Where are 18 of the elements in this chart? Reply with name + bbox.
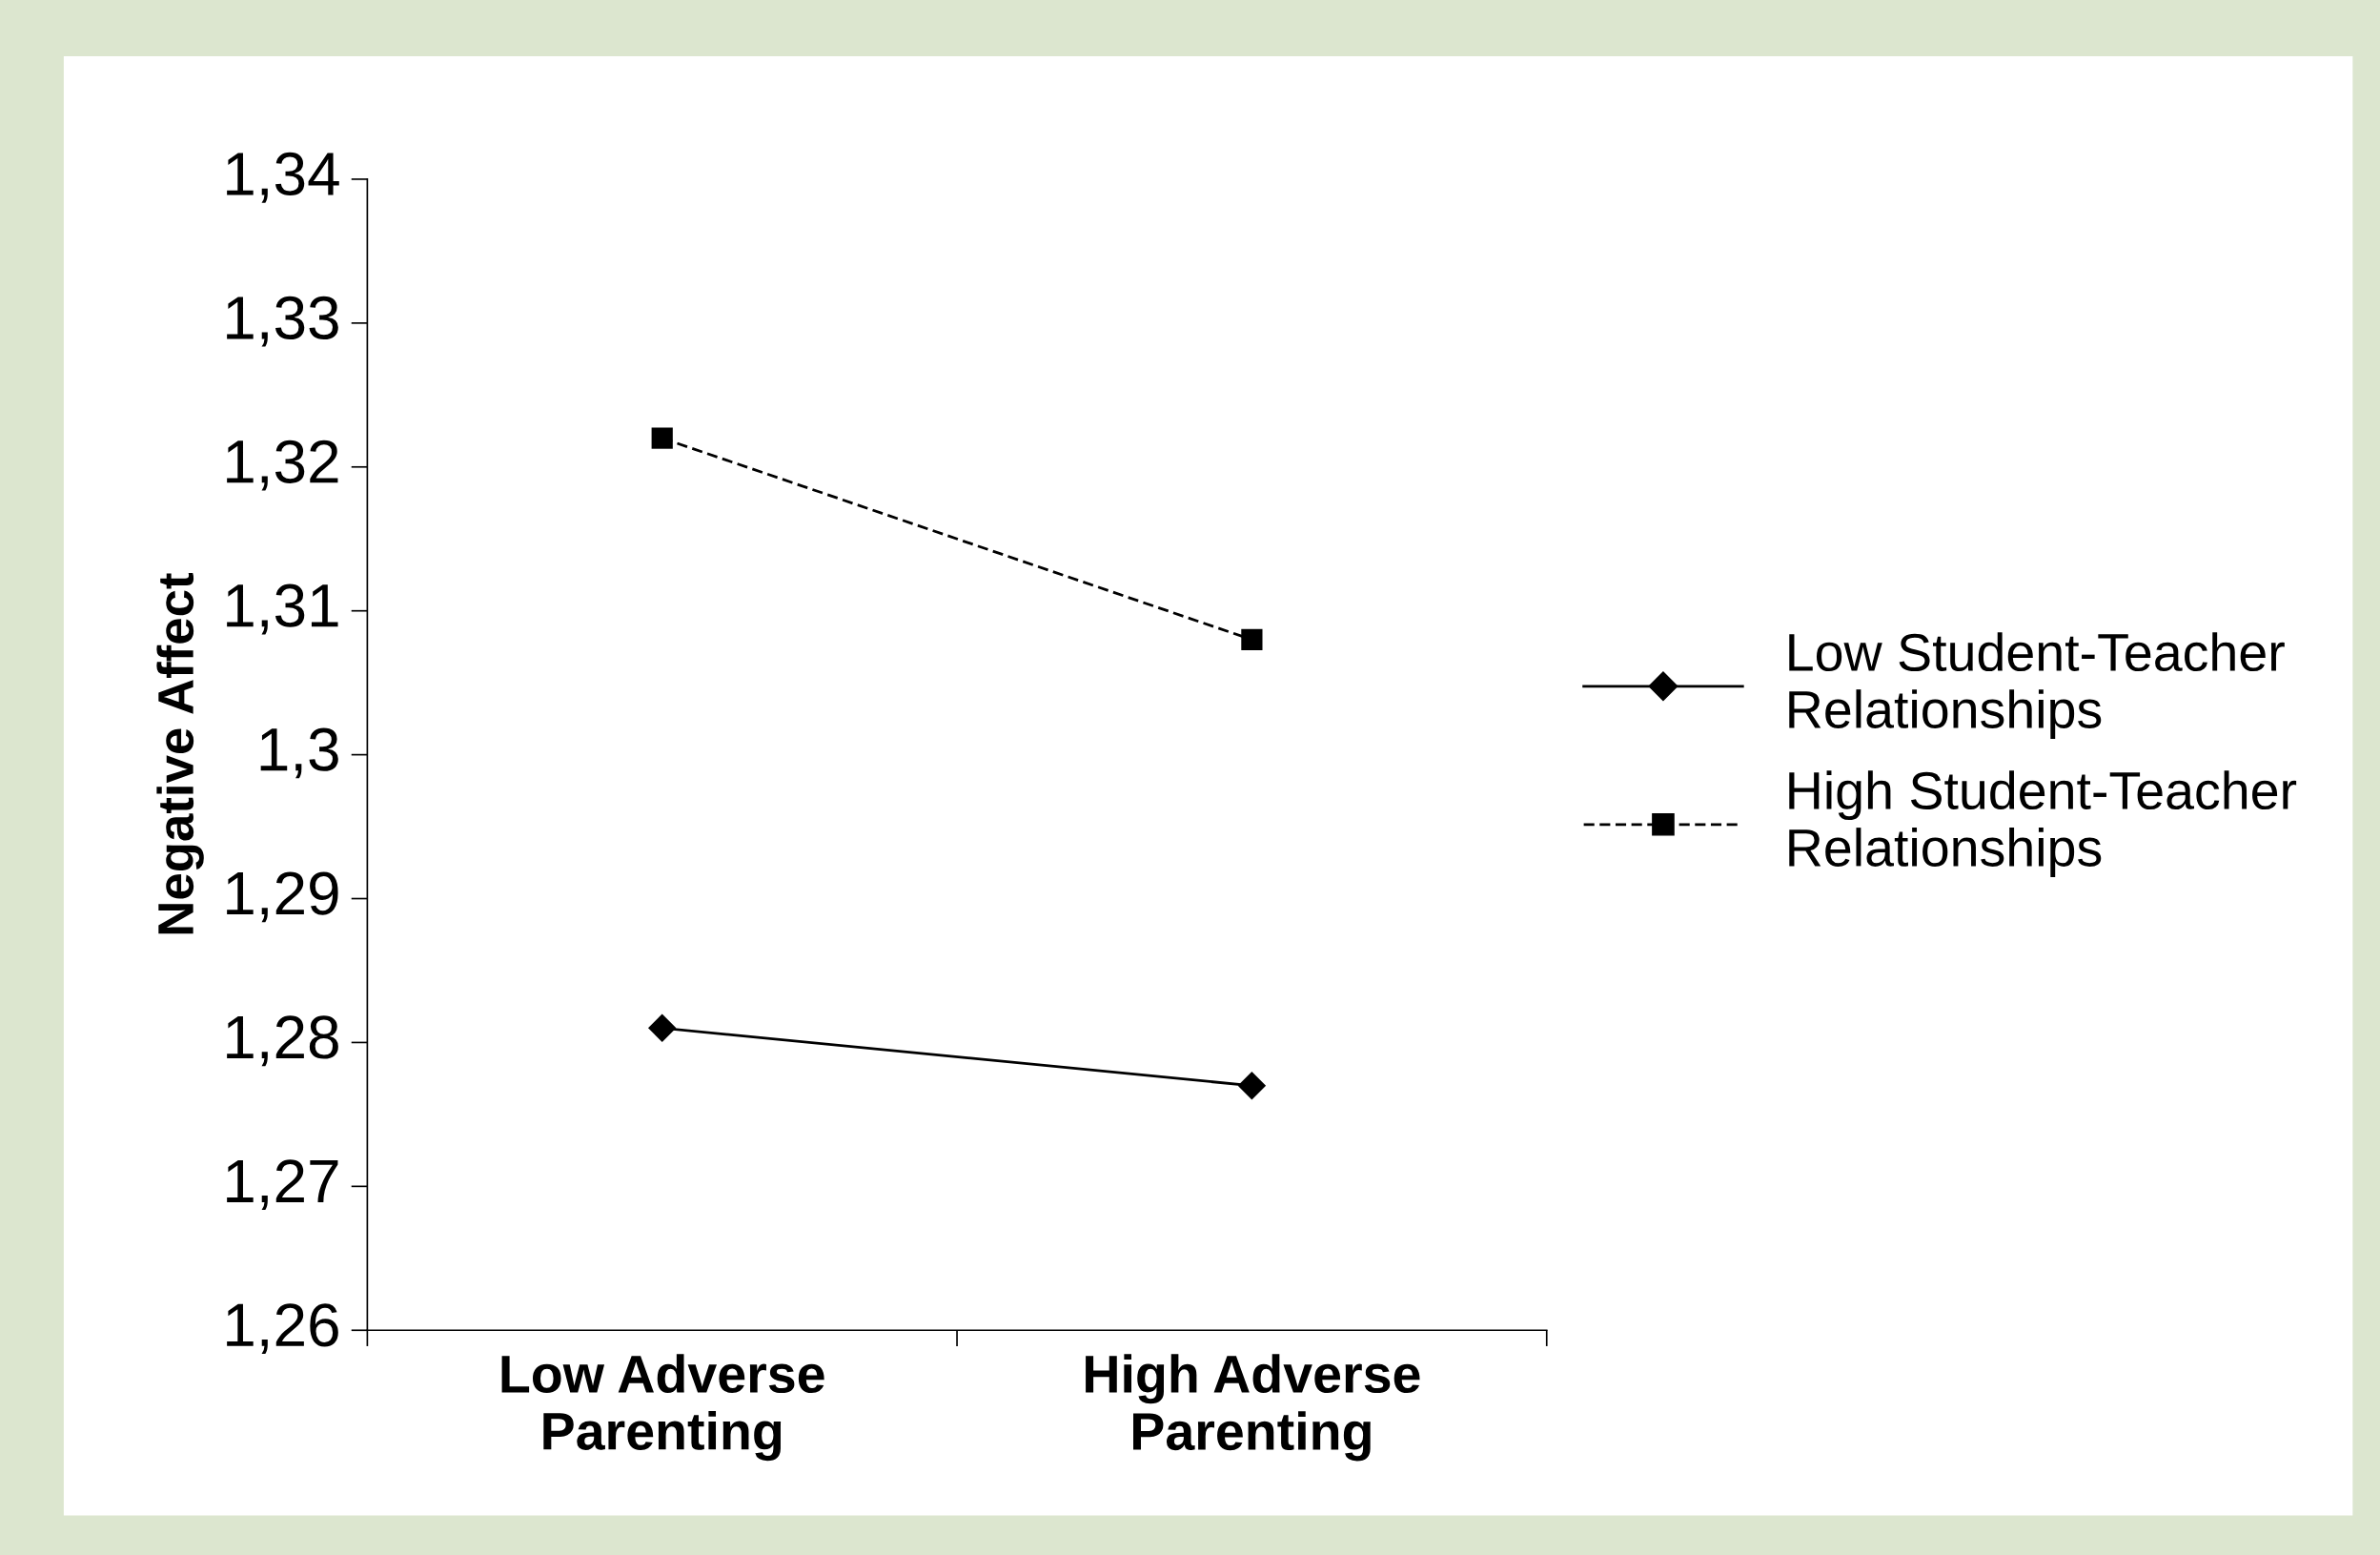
point: [1241, 628, 1263, 650]
y-tick-label: 1,26: [227, 1303, 338, 1354]
y-tick-label: 1,31: [227, 583, 338, 635]
x-tick-label: Low Adverse Parenting: [501, 1354, 824, 1462]
point: [651, 427, 673, 449]
y-tick-label: 1,34: [227, 152, 339, 203]
x-tick-label: High Adverse Parenting: [1086, 1354, 1420, 1462]
y-axis-title: Negative Affect: [156, 573, 204, 934]
legend-label: High Student-Teacher Relationships: [1789, 770, 2297, 877]
legend-label: Low Student-Teacher Relationships: [1789, 632, 2285, 739]
y-tick-label: 1,3: [260, 727, 338, 779]
y-tick-label: 1,28: [227, 1015, 338, 1067]
point: [647, 1013, 677, 1043]
y-tick-label: 1,33: [227, 296, 338, 347]
y-tick-label: 1,29: [227, 871, 338, 923]
y-tick-label: 1,27: [227, 1159, 338, 1211]
y-tick-label: 1,32: [227, 440, 338, 491]
point: [1237, 1071, 1267, 1100]
